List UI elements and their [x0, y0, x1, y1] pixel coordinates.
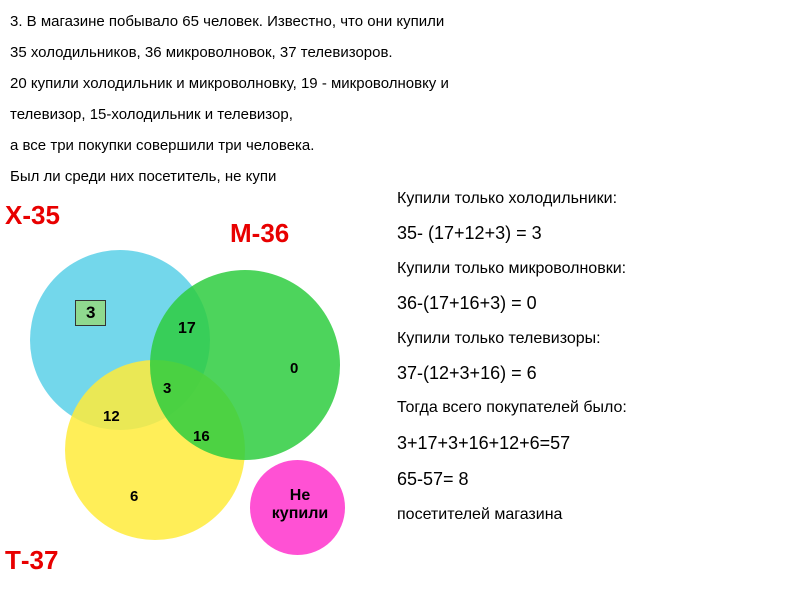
step-label: Купили только телевизоры: — [397, 325, 792, 352]
venn-diagram: Х-35 М-36 Т-37 3 17 0 3 12 16 6 Не купил… — [0, 190, 380, 590]
region-x-m: 17 — [178, 320, 196, 338]
none-label: Не купили — [265, 487, 335, 523]
step-label: Тогда всего покупателей было: — [397, 394, 792, 421]
step-label: Купили только микроволновки: — [397, 255, 792, 282]
circle-m — [150, 270, 340, 460]
step-calc: 37-(12+3+16) = 6 — [397, 358, 792, 389]
conclusion: посетителей магазина — [397, 501, 792, 528]
region-x-t: 12 — [103, 408, 120, 425]
region-only-x: 3 — [75, 300, 106, 326]
region-center: 3 — [163, 380, 171, 397]
step-label: Купили только холодильники: — [397, 185, 792, 212]
step-calc: 35- (17+12+3) = 3 — [397, 218, 792, 249]
problem-line: 20 купили холодильник и микроволновку, 1… — [10, 70, 790, 97]
step-calc: 3+17+3+16+12+6=57 — [397, 428, 792, 459]
problem-statement: 3. В магазине побывало 65 человек. Извес… — [0, 0, 800, 190]
problem-line: 35 холодильников, 36 микроволновок, 37 т… — [10, 39, 790, 66]
region-only-m: 0 — [290, 360, 298, 377]
problem-line: телевизор, 15-холодильник и телевизор, — [10, 101, 790, 128]
region-only-t: 6 — [130, 488, 138, 505]
label-x: Х-35 — [5, 200, 60, 231]
step-calc: 36-(17+16+3) = 0 — [397, 288, 792, 319]
step-calc: 65-57= 8 — [397, 464, 792, 495]
label-m: М-36 — [230, 218, 289, 249]
solution-steps: Купили только холодильники: 35- (17+12+3… — [397, 185, 792, 534]
region-m-t: 16 — [193, 428, 210, 445]
problem-line: 3. В магазине побывало 65 человек. Извес… — [10, 8, 790, 35]
label-t: Т-37 — [5, 545, 58, 576]
problem-line: а все три покупки совершили три человека… — [10, 132, 790, 159]
